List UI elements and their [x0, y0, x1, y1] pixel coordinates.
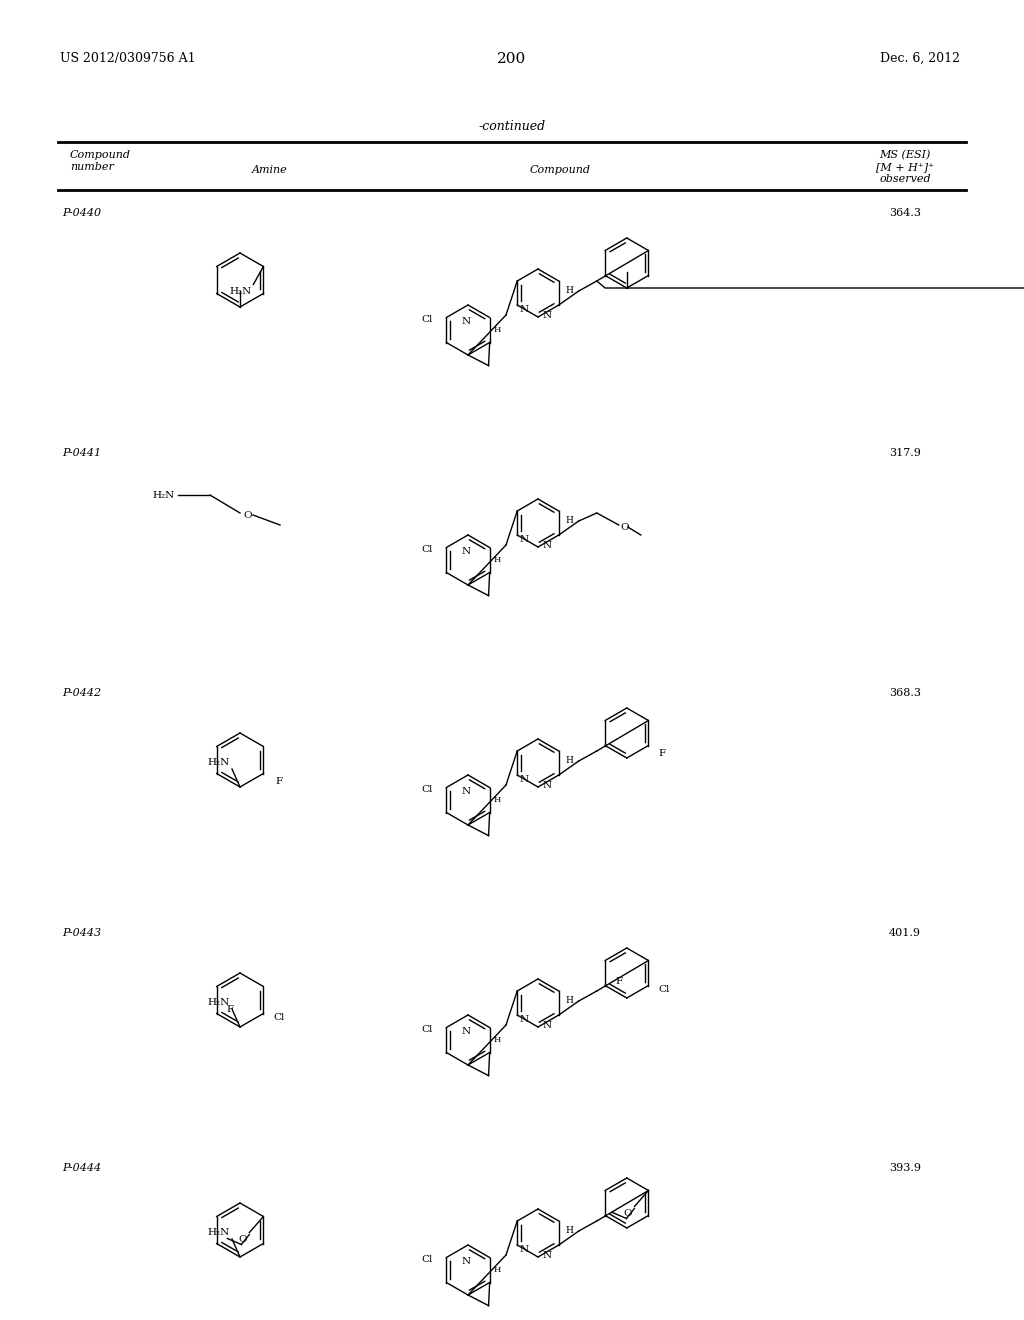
Text: number: number — [70, 162, 114, 172]
Text: N: N — [543, 310, 552, 319]
Text: 368.3: 368.3 — [889, 688, 921, 698]
Text: N: N — [462, 546, 471, 556]
Text: H: H — [494, 796, 501, 804]
Text: Compound: Compound — [529, 165, 591, 176]
Text: H: H — [566, 516, 573, 525]
Text: H: H — [566, 286, 573, 294]
Text: Cl: Cl — [658, 985, 670, 994]
Text: F: F — [275, 777, 283, 785]
Text: Dec. 6, 2012: Dec. 6, 2012 — [880, 51, 961, 65]
Text: 364.3: 364.3 — [889, 209, 921, 218]
Text: N: N — [462, 787, 471, 796]
Text: O: O — [624, 1209, 633, 1217]
Text: N: N — [543, 1020, 552, 1030]
Text: Compound: Compound — [70, 150, 131, 160]
Text: H: H — [494, 326, 501, 334]
Text: N: N — [543, 1250, 552, 1259]
Text: Cl: Cl — [421, 545, 432, 554]
Text: Amine: Amine — [252, 165, 288, 176]
Text: P-0442: P-0442 — [62, 688, 101, 698]
Text: Cl: Cl — [421, 1026, 432, 1034]
Text: P-0443: P-0443 — [62, 928, 101, 939]
Text: N: N — [543, 540, 552, 549]
Text: H: H — [566, 997, 573, 1005]
Text: N: N — [462, 1257, 471, 1266]
Text: F: F — [658, 748, 666, 758]
Text: P-0440: P-0440 — [62, 209, 101, 218]
Text: H₂N: H₂N — [153, 491, 175, 499]
Text: 393.9: 393.9 — [889, 1163, 921, 1173]
Text: P-0441: P-0441 — [62, 447, 101, 458]
Text: observed: observed — [880, 174, 931, 183]
Text: O: O — [621, 523, 630, 532]
Text: F: F — [226, 1005, 233, 1014]
Text: 200: 200 — [498, 51, 526, 66]
Text: Cl: Cl — [421, 1255, 432, 1265]
Text: 401.9: 401.9 — [889, 928, 921, 939]
Text: Cl: Cl — [421, 315, 432, 323]
Text: H₂N: H₂N — [229, 286, 251, 296]
Text: N: N — [543, 780, 552, 789]
Text: H: H — [566, 756, 573, 766]
Text: US 2012/0309756 A1: US 2012/0309756 A1 — [60, 51, 196, 65]
Text: H: H — [566, 1226, 573, 1236]
Text: N: N — [519, 536, 528, 544]
Text: O: O — [243, 511, 252, 520]
Text: H: H — [494, 1266, 501, 1274]
Text: N: N — [462, 317, 471, 326]
Text: [M + H⁺]⁺: [M + H⁺]⁺ — [876, 162, 934, 172]
Text: H₂N: H₂N — [208, 998, 230, 1007]
Text: N: N — [519, 1015, 528, 1024]
Text: H: H — [494, 1035, 501, 1044]
Text: Cl: Cl — [421, 785, 432, 795]
Text: P-0444: P-0444 — [62, 1163, 101, 1173]
Text: O: O — [239, 1234, 248, 1243]
Text: H: H — [494, 556, 501, 564]
Text: N: N — [519, 1246, 528, 1254]
Text: H₂N: H₂N — [208, 758, 230, 767]
Text: N: N — [519, 776, 528, 784]
Text: MS (ESI): MS (ESI) — [880, 150, 931, 160]
Text: N: N — [519, 305, 528, 314]
Text: F: F — [615, 977, 623, 986]
Text: N: N — [462, 1027, 471, 1036]
Text: -continued: -continued — [478, 120, 546, 133]
Text: H₂N: H₂N — [208, 1228, 230, 1237]
Text: Cl: Cl — [273, 1012, 285, 1022]
Text: 317.9: 317.9 — [889, 447, 921, 458]
